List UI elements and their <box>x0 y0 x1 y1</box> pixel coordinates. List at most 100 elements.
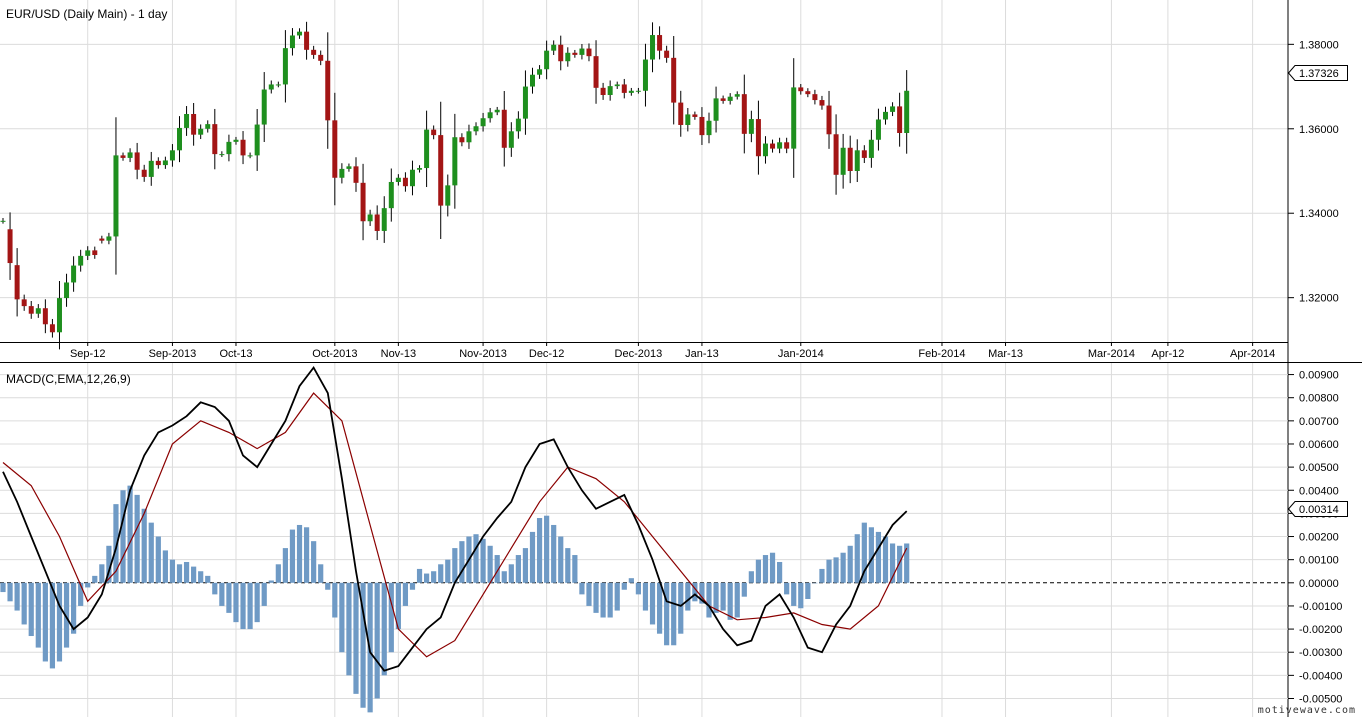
candle <box>699 107 705 145</box>
histogram-bar <box>212 582 218 595</box>
candle <box>600 82 606 100</box>
candle <box>49 318 55 338</box>
macd-tick-label: 0.00000 <box>1299 578 1339 590</box>
candle <box>113 117 119 275</box>
time-tick-label: Mar-13 <box>988 348 1023 360</box>
candle <box>141 164 147 182</box>
candle-body <box>741 94 747 134</box>
candle-body <box>438 135 444 206</box>
candle-body <box>522 86 528 119</box>
histogram-bar <box>438 564 444 583</box>
candle <box>402 172 408 192</box>
histogram-bar <box>755 559 762 583</box>
histogram-bar <box>155 536 161 583</box>
macd-tick-label: 0.00500 <box>1299 462 1339 474</box>
time-tick-label: Dec-12 <box>529 348 564 360</box>
histogram-bar <box>289 529 296 583</box>
candle <box>635 87 641 94</box>
candle-body <box>530 74 535 87</box>
candle <box>247 152 253 159</box>
candle-body <box>56 298 62 333</box>
candle <box>226 134 232 162</box>
histogram-bar <box>325 582 331 590</box>
candle-body <box>339 168 345 178</box>
histogram-bar <box>897 545 903 583</box>
histogram-bar <box>28 582 34 637</box>
candle <box>508 122 514 157</box>
candle-body <box>417 168 423 170</box>
candle <box>664 45 670 63</box>
time-tick-label: Jan-2014 <box>778 348 824 360</box>
candle-body <box>904 90 910 133</box>
candle-body <box>466 131 472 143</box>
candle-body <box>791 87 797 149</box>
time-tick-label: Sep-12 <box>70 348 105 360</box>
candle <box>558 35 564 71</box>
candle-body <box>699 116 705 136</box>
candle-body <box>240 139 246 156</box>
candle <box>494 106 500 116</box>
candle <box>551 40 557 56</box>
macd-tick-label: 0.00900 <box>1299 370 1339 382</box>
candle-body <box>226 141 232 155</box>
time-axis: Sep-12 Sep-2013 Oct-13 Oct-2013 Nov-13 Nov-20… <box>70 342 1275 360</box>
time-tick-label: Nov-2013 <box>459 348 507 360</box>
candle <box>628 87 634 96</box>
histogram-bar <box>332 582 338 618</box>
histogram-bar <box>183 561 190 583</box>
candle-body <box>664 50 670 58</box>
histogram-bar <box>7 582 13 602</box>
candle <box>572 49 578 58</box>
histogram-bar <box>162 550 168 583</box>
candle <box>530 67 535 94</box>
histogram-bar <box>727 582 733 620</box>
candle-body <box>784 142 790 149</box>
candlestick-series <box>0 21 910 350</box>
candle-body <box>35 308 41 314</box>
candle-body <box>431 129 437 136</box>
candle-body <box>572 52 578 55</box>
candle-body <box>734 94 740 97</box>
candle <box>487 107 493 123</box>
candle <box>621 78 627 99</box>
candle <box>318 50 324 66</box>
histogram-bar <box>720 582 726 611</box>
candle <box>847 135 853 184</box>
candle-body <box>169 150 175 161</box>
histogram-bar <box>282 548 288 583</box>
candle-body <box>113 155 119 237</box>
candle-body <box>770 143 776 149</box>
histogram-bar <box>134 494 140 583</box>
candle-body <box>833 134 839 175</box>
histogram-bar <box>868 527 874 583</box>
candle-body <box>99 238 105 241</box>
time-tick-label: Apr-2014 <box>1230 348 1275 360</box>
macd-tick-label: -0.00500 <box>1299 693 1342 705</box>
histogram-bar <box>642 582 649 611</box>
candle <box>0 217 6 224</box>
histogram-bar <box>459 541 465 583</box>
candle-body <box>487 112 493 119</box>
candle <box>56 281 62 350</box>
candle-body <box>71 265 77 283</box>
candle-body <box>49 324 55 333</box>
time-tick-label: Nov-13 <box>381 348 416 360</box>
histogram-bar <box>501 571 507 583</box>
histogram-bar <box>21 582 27 625</box>
time-tick-label: Feb-2014 <box>918 348 965 360</box>
candle-body <box>381 208 387 231</box>
candle <box>325 32 331 149</box>
histogram-bar <box>840 552 846 583</box>
histogram-bar <box>409 582 416 590</box>
candle <box>812 89 818 105</box>
macd-tick-label: 0.00400 <box>1299 485 1339 497</box>
candle <box>409 160 415 196</box>
histogram-bar <box>508 564 514 583</box>
candle <box>282 30 288 103</box>
histogram-bar <box>833 557 839 583</box>
histogram-bar <box>614 582 620 611</box>
histogram-bar <box>176 564 183 583</box>
histogram-bar <box>762 555 769 583</box>
histogram-bar <box>49 582 56 669</box>
candle <box>579 44 585 60</box>
